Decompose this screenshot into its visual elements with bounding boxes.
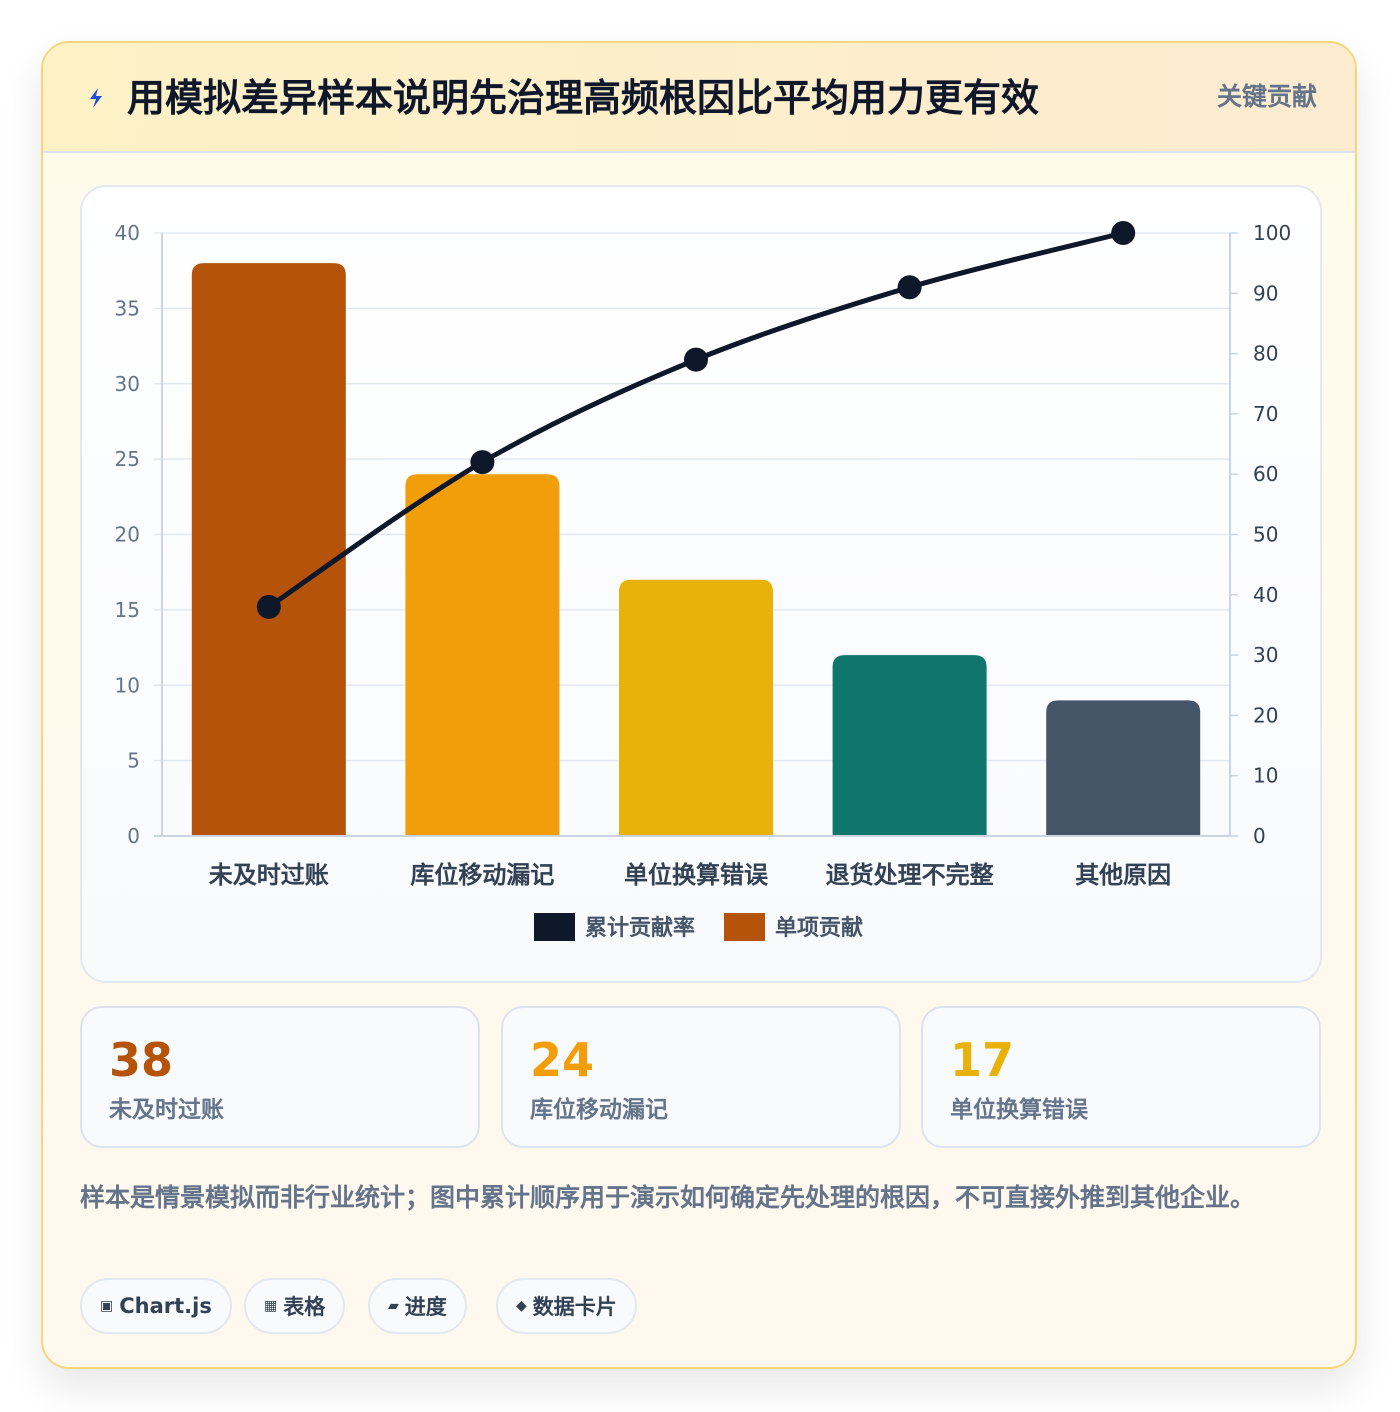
bar xyxy=(1046,700,1201,836)
footnote: 样本是情景模拟而非行业统计；图中累计顺序用于演示如何确定先处理的根因，不可直接外… xyxy=(80,1183,1256,1212)
line-point xyxy=(470,450,495,475)
legend-swatch xyxy=(534,913,575,941)
stat-label: 未及时过账 xyxy=(109,1097,224,1123)
page-title: 用模拟差异样本说明先治理高频根因比平均用力更有效 xyxy=(127,76,1040,120)
bars xyxy=(191,263,1201,836)
stat-card-3: 17 单位换算错误 xyxy=(921,1006,1321,1148)
y-left-tick-label: 35 xyxy=(115,296,140,320)
y-left-tick-label: 0 xyxy=(127,824,140,848)
y-right-tick-label: 80 xyxy=(1253,342,1278,366)
stat-value: 17 xyxy=(950,1033,1015,1087)
y-right-tick-label: 90 xyxy=(1253,281,1278,305)
cumulative-line-path xyxy=(267,230,1124,609)
tag-label: Chart.js xyxy=(119,1294,212,1318)
legend-label: 单项贡献 xyxy=(775,915,863,941)
main-card: 用模拟差异样本说明先治理高频根因比平均用力更有效 关键贡献 0 5 10 15 20 25… xyxy=(41,41,1357,1369)
chart-panel: 0 5 10 15 20 25 30 35 40 0 10 20 30 40 50 60 70 80 90 100 未及… xyxy=(80,185,1322,983)
bar xyxy=(191,263,346,836)
y-right-tick-label: 0 xyxy=(1253,824,1266,848)
stat-value: 38 xyxy=(109,1033,174,1087)
line-point xyxy=(256,594,281,619)
line-point xyxy=(897,275,922,300)
header-badge: 关键贡献 xyxy=(1216,82,1317,111)
axis-labels: 0 5 10 15 20 25 30 35 40 0 10 20 30 40 50 60 70 80 90 100 未及… xyxy=(115,221,1292,889)
chart-icon: ▣ xyxy=(100,1298,114,1314)
stat-label: 单位换算错误 xyxy=(950,1097,1088,1123)
table-icon: ▦ xyxy=(264,1298,278,1314)
tag-label: 数据卡片 xyxy=(532,1295,617,1319)
y-left-tick-label: 25 xyxy=(115,447,140,471)
tag-table[interactable]: ▦ 表格 xyxy=(244,1278,346,1334)
progress-icon: ▰ xyxy=(388,1298,399,1314)
stat-card-1: 38 未及时过账 xyxy=(80,1006,480,1148)
card-header: 用模拟差异样本说明先治理高频根因比平均用力更有效 关键贡献 xyxy=(43,43,1355,153)
y-right-tick-label: 70 xyxy=(1253,402,1278,426)
cumulative-line xyxy=(256,221,1136,619)
y-right-tick-label: 100 xyxy=(1253,221,1291,245)
y-right-tick-label: 10 xyxy=(1253,764,1278,788)
tag-data-card[interactable]: ◆ 数据卡片 xyxy=(496,1278,637,1334)
bar xyxy=(405,474,560,836)
stat-card-2: 24 库位移动漏记 xyxy=(501,1006,901,1148)
legend-swatch xyxy=(724,913,765,941)
y-left-tick-label: 5 xyxy=(127,749,140,773)
y-right-tick-label: 60 xyxy=(1253,462,1278,486)
line-point xyxy=(1111,221,1136,245)
y-left-tick-label: 20 xyxy=(115,523,140,547)
line-point xyxy=(684,347,708,372)
x-category-label: 其他原因 xyxy=(1075,861,1171,889)
y-right-tick-label: 50 xyxy=(1253,523,1278,547)
y-left-tick-label: 40 xyxy=(115,221,140,245)
legend-label: 累计贡献率 xyxy=(585,915,695,941)
x-category-label: 未及时过账 xyxy=(209,861,329,889)
y-left-tick-label: 10 xyxy=(115,673,140,697)
stat-value: 24 xyxy=(530,1033,595,1087)
x-category-label: 库位移动漏记 xyxy=(410,861,554,889)
x-category-label: 退货处理不完整 xyxy=(826,861,994,889)
pareto-chart: 0 5 10 15 20 25 30 35 40 0 10 20 30 40 50 60 70 80 90 100 未及… xyxy=(115,221,1292,941)
stat-label: 库位移动漏记 xyxy=(530,1097,668,1123)
tag-label: 进度 xyxy=(404,1295,447,1319)
tag-progress[interactable]: ▰ 进度 xyxy=(368,1278,467,1334)
bar xyxy=(832,655,987,836)
legend: 累计贡献率 单项贡献 xyxy=(534,913,863,941)
x-category-label: 单位换算错误 xyxy=(624,861,769,889)
axes xyxy=(154,232,1238,837)
tag-label: 表格 xyxy=(283,1295,326,1319)
diamond-icon: ◆ xyxy=(516,1298,527,1314)
y-left-tick-label: 15 xyxy=(115,598,140,622)
y-left-tick-label: 30 xyxy=(115,372,140,396)
lightning-icon xyxy=(90,88,102,108)
bar xyxy=(619,579,773,836)
y-right-tick-label: 40 xyxy=(1253,583,1278,607)
tag-chartjs[interactable]: ▣ Chart.js xyxy=(80,1278,232,1334)
y-right-tick-label: 20 xyxy=(1253,703,1278,727)
y-right-tick-label: 30 xyxy=(1253,643,1278,667)
